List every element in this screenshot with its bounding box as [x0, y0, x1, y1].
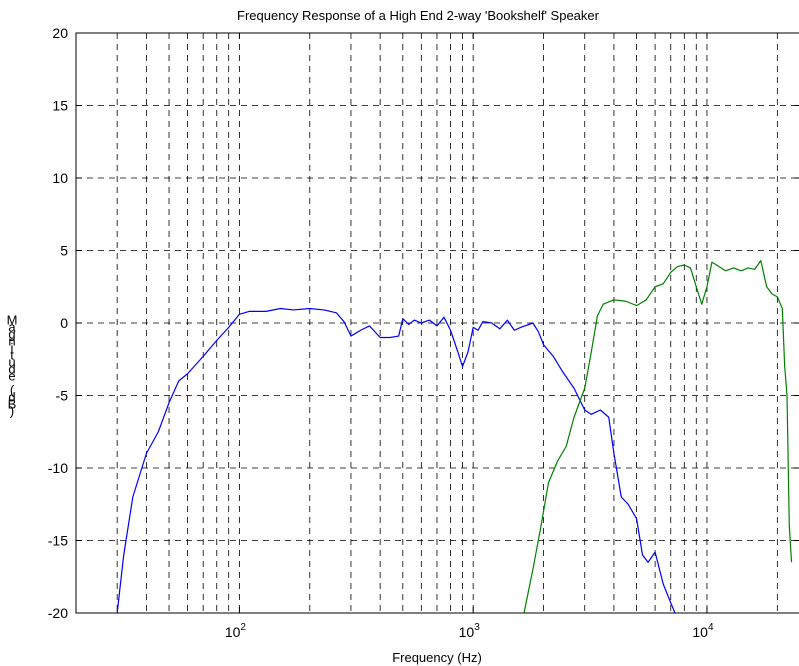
chart-title: Frequency Response of a High End 2-way '…	[237, 8, 600, 23]
y-axis-ticks: -20 -15 -10 -5 0 5 10 15 20	[48, 25, 799, 621]
x-tick-label: 102	[225, 622, 247, 640]
y-axis-title-char: u	[8, 355, 15, 370]
y-tick-label: -5	[56, 388, 69, 404]
y-axis-title-char: (	[10, 383, 15, 398]
y-axis-title-char: g	[8, 327, 15, 342]
y-axis-title-char: n	[8, 334, 15, 349]
y-tick-label: 0	[60, 315, 68, 331]
y-axis-title-char: )	[10, 404, 14, 419]
y-tick-label: 15	[52, 98, 68, 114]
y-tick-label: 10	[52, 170, 68, 186]
series-line-2	[523, 260, 793, 614]
y-axis-title-char: M	[7, 313, 18, 328]
plot-frame	[75, 32, 799, 614]
y-axis-title-char: e	[8, 369, 15, 384]
y-tick-label: -10	[48, 460, 68, 476]
y-axis-title-char: i	[11, 341, 14, 356]
data-series	[116, 260, 793, 614]
x-tick-label: 104	[692, 622, 714, 640]
y-axis-title-char: B	[8, 397, 17, 412]
y-tick-label: 20	[52, 25, 68, 41]
y-tick-label: 5	[60, 243, 68, 259]
x-axis-title: Frequency (Hz)	[392, 650, 482, 665]
y-axis-title-char: d	[8, 362, 15, 377]
y-axis-title-char: d	[8, 390, 15, 405]
y-axis-title-char: t	[10, 348, 14, 363]
grid	[76, 33, 799, 613]
y-tick-label: -20	[48, 605, 68, 621]
y-axis-title-char: a	[8, 320, 16, 335]
series-line-1	[116, 307, 676, 614]
y-tick-label: -15	[48, 533, 68, 549]
x-axis-ticks: 102 103 104	[225, 33, 714, 640]
x-tick-label: 103	[459, 622, 481, 640]
